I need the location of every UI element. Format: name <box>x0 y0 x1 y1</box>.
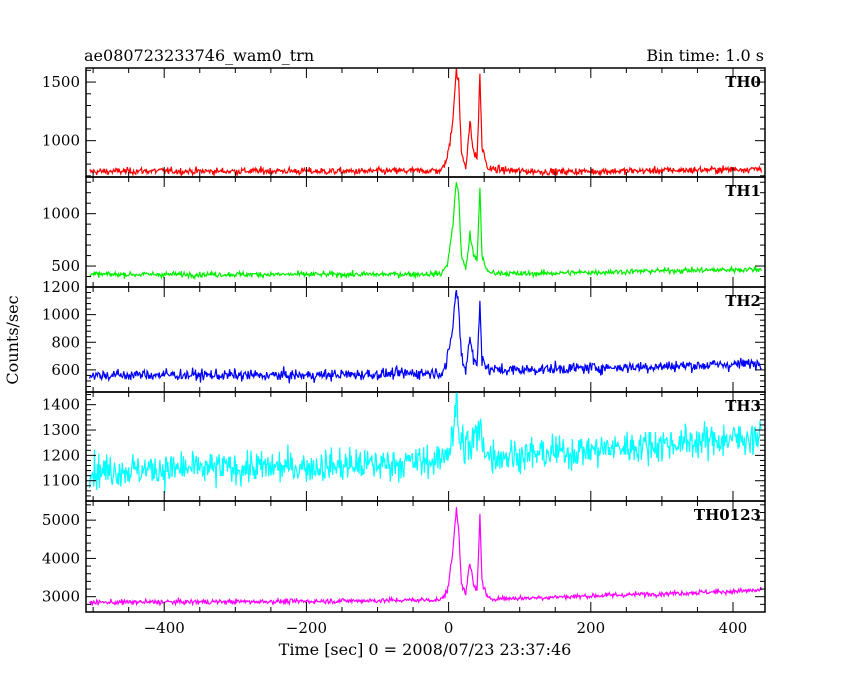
x-tick-label: 200 <box>576 619 605 637</box>
y-tick-label: 1400 <box>42 396 80 414</box>
panel-frame <box>85 67 766 178</box>
panel-label-th2: TH2 <box>725 292 761 310</box>
series-line-th3 <box>89 392 762 493</box>
y-axis-label: Counts/sec <box>3 295 22 384</box>
panel-label-th0123: TH0123 <box>694 506 761 524</box>
panel-th0123: 3000 4000 5000 TH0123 <box>42 500 766 613</box>
panel-th3: 1100 1200 1300 1400 TH3 <box>42 391 766 502</box>
y-tick-label: 1000 <box>42 306 80 324</box>
x-tick-label: −400 <box>144 619 185 637</box>
panel-label-th3: TH3 <box>725 397 761 415</box>
bin-time-label: Bin time: 1.0 s <box>646 46 764 65</box>
y-tick-label: 3000 <box>42 588 80 606</box>
y-tick-label: 1000 <box>42 132 80 150</box>
y-tick-label: 1500 <box>42 73 80 91</box>
y-tick-label: 1000 <box>42 205 80 223</box>
series-line-th2 <box>89 289 762 384</box>
y-tick-label: 1100 <box>42 472 80 490</box>
y-tick-label: 500 <box>51 257 80 275</box>
panel-th0: 1000 1500 TH0 <box>42 67 766 178</box>
x-tick-label: −200 <box>286 619 327 637</box>
y-tick-label: 1200 <box>42 446 80 464</box>
y-tick-label: 4000 <box>42 549 80 567</box>
y-tick-label: 1300 <box>42 421 80 439</box>
series-line-th1 <box>89 182 762 281</box>
x-tick-label: 0 <box>444 619 454 637</box>
y-tick-label: 800 <box>51 333 80 351</box>
series-line-th0123 <box>89 507 762 607</box>
x-axis-label: Time [sec] 0 = 2008/07/23 23:37:46 <box>279 640 572 659</box>
panel-th1: 500 1000 TH1 <box>42 176 766 288</box>
panel-th2: 600 800 1000 1200 TH2 <box>42 278 766 393</box>
panels-group: 1000 1500 TH0 500 1000 TH1 600 800 1000 1200 TH2 11… <box>42 67 766 637</box>
y-tick-label: 1200 <box>42 278 80 296</box>
series-line-th0 <box>89 68 762 177</box>
panel-label-th0: TH0 <box>725 73 761 91</box>
x-tick-label: 400 <box>719 619 748 637</box>
panel-frame <box>85 500 766 613</box>
y-tick-label: 5000 <box>42 511 80 529</box>
panel-label-th1: TH1 <box>725 182 761 200</box>
chart-title: ae080723233746_wam0_trn <box>84 46 314 65</box>
y-tick-label: 600 <box>51 361 80 379</box>
